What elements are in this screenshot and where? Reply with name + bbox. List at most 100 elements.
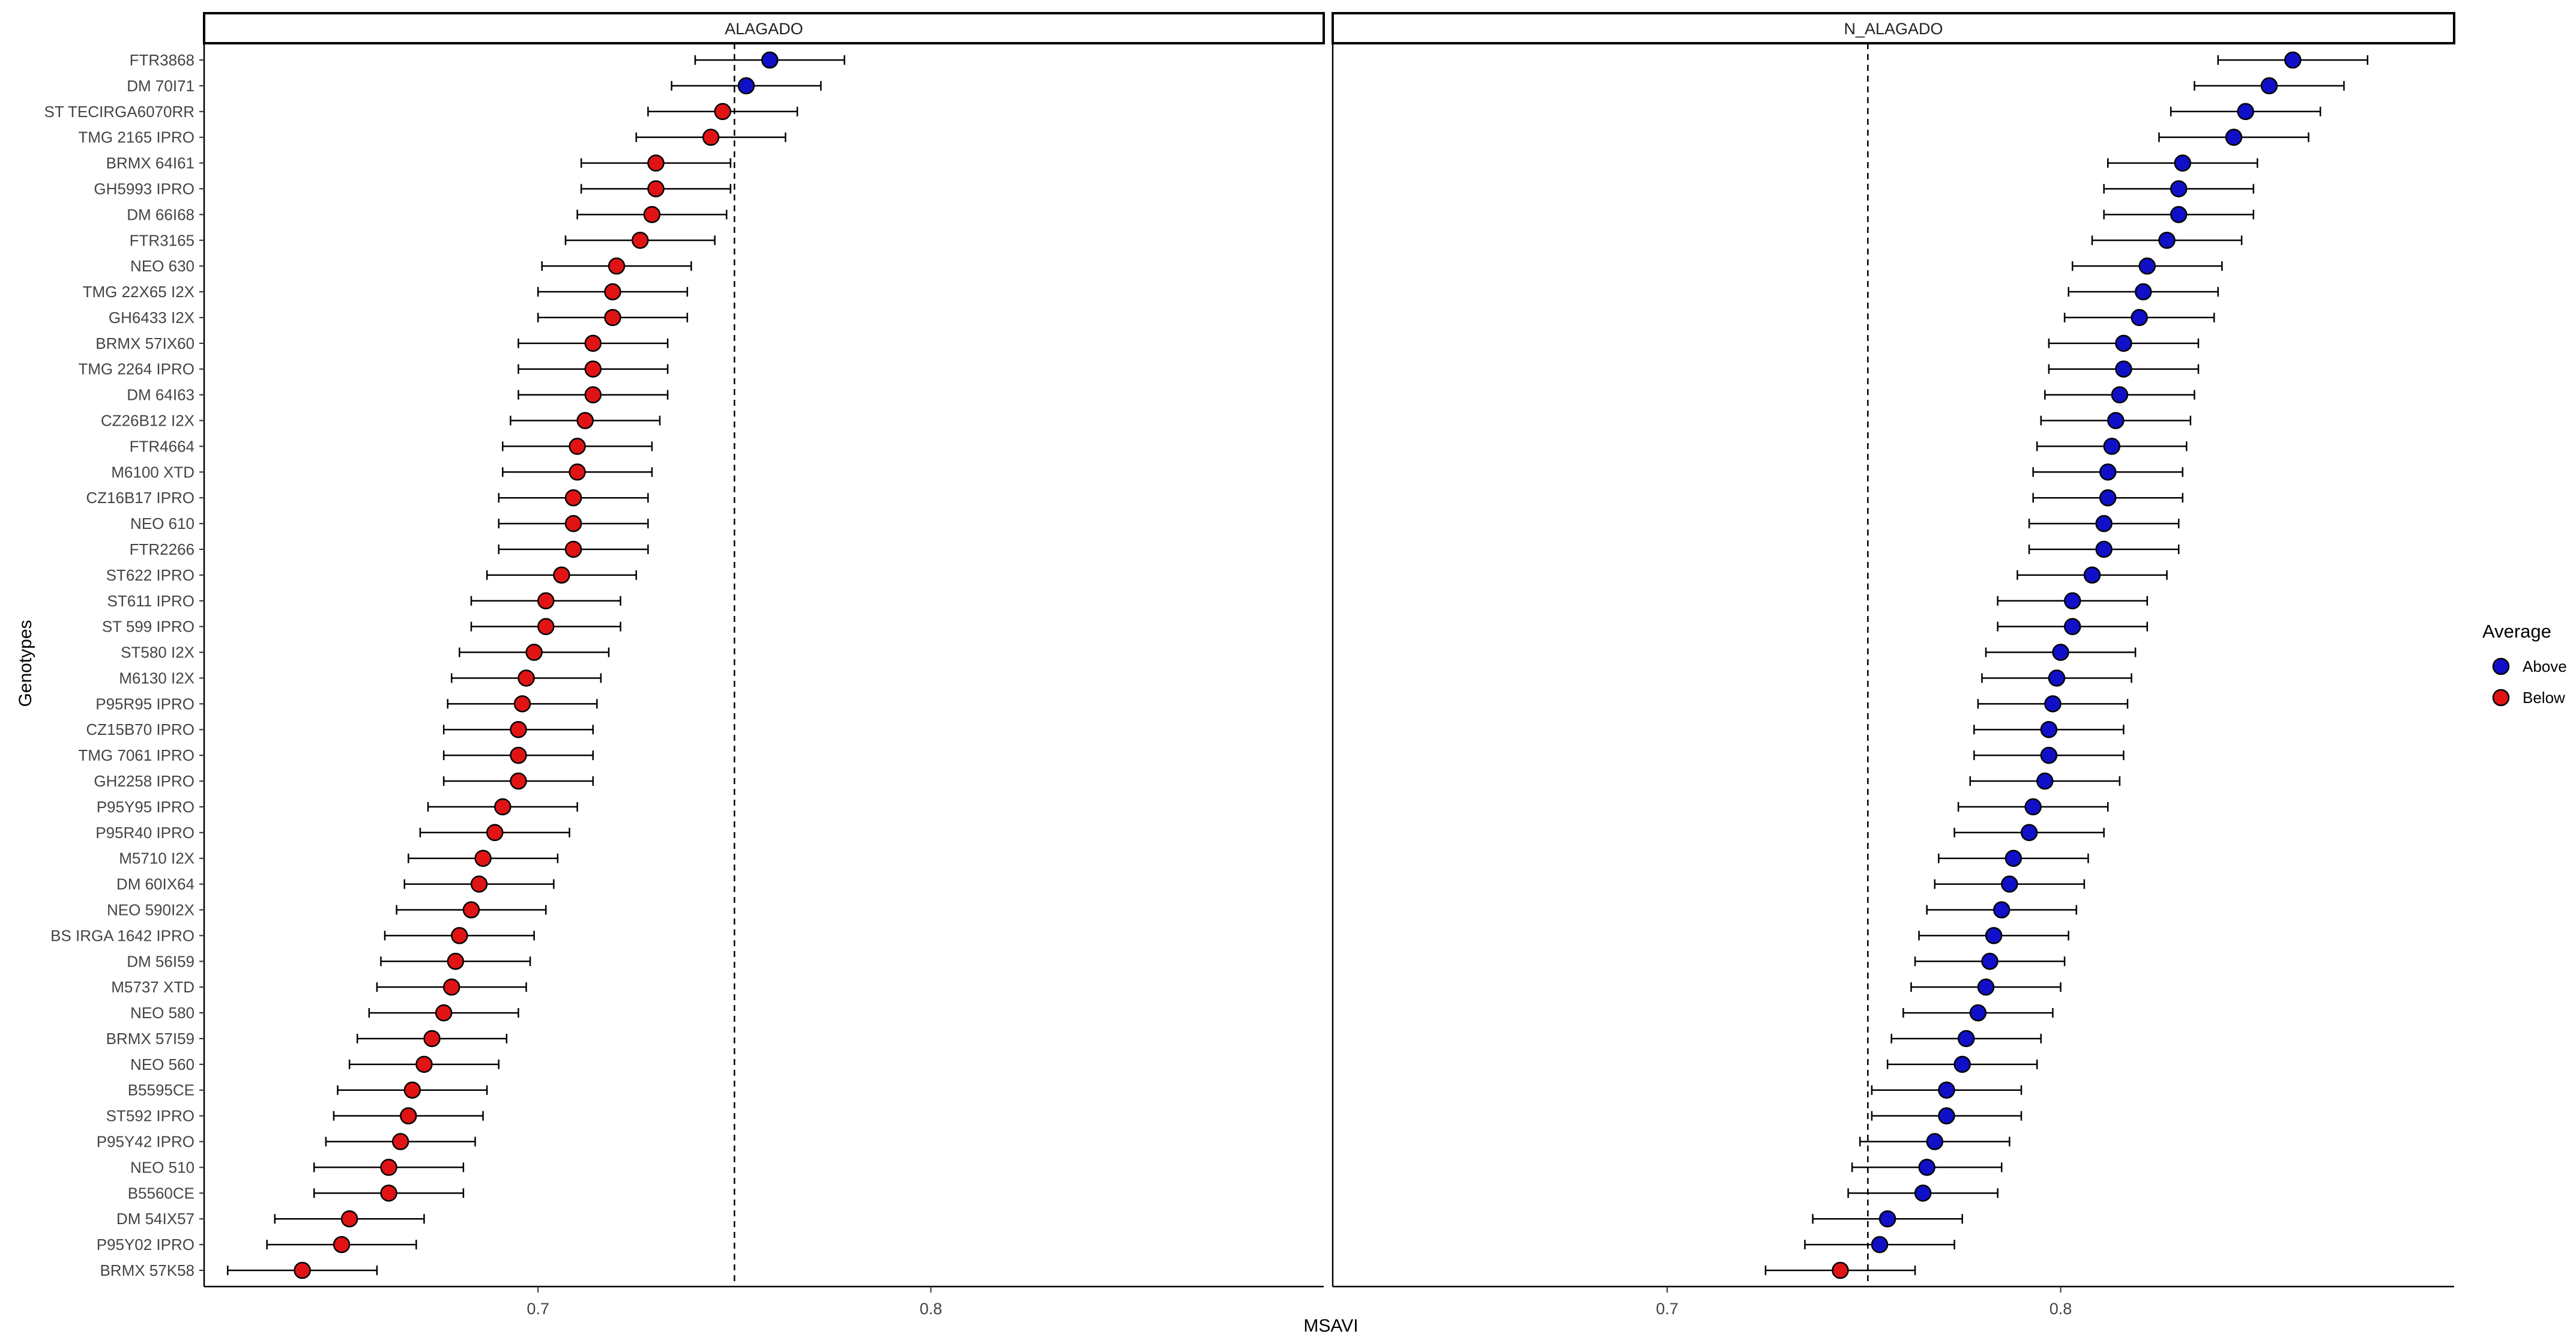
genotype-label: FTR3868 [130,51,195,69]
genotype-label: BRMX 64I61 [106,154,195,172]
data-point [2103,438,2121,455]
data-point [1938,1081,1955,1099]
data-point [632,232,649,249]
genotype-label: FTR2266 [130,540,195,558]
x-tick-label: 0.8 [2050,1300,2072,1318]
data-point [2095,540,2113,558]
data-point [391,1133,409,1150]
genotype-label: M5737 XTD [111,978,195,996]
data-point [2063,592,2081,610]
genotype-label: P95Y02 IPRO [97,1236,195,1254]
legend-label: Below [2523,689,2565,707]
genotype-label: NEO 610 [130,515,195,533]
genotype-label: ST622 IPRO [106,566,195,584]
genotype-label: CZ16B17 IPRO [86,489,195,507]
data-point [451,927,468,944]
data-point [403,1081,421,1099]
data-point [510,746,527,764]
data-point [2170,206,2188,223]
genotype-label: NEO 590I2X [107,901,195,919]
data-point [1918,1159,1935,1176]
data-point [2004,850,2022,867]
x-tick-label: 0.8 [920,1300,943,1318]
data-point [576,412,594,429]
legend-label: Above [2523,657,2567,675]
genotype-label: M6130 I2X [119,669,195,687]
data-point [537,592,555,610]
data-point [569,438,586,455]
data-point [517,669,535,687]
data-point [380,1185,397,1202]
genotype-label: BRMX 57K58 [100,1261,195,1279]
data-point [1977,978,1995,996]
genotype-label: NEO 630 [130,257,195,275]
data-point [333,1236,351,1254]
data-point [1969,1004,1987,1022]
data-point [643,206,661,223]
data-point [584,386,602,403]
data-point [584,360,602,378]
data-point [423,1030,441,1048]
data-point [1914,1185,1932,1202]
data-point [2044,695,2062,713]
data-point [2036,772,2054,790]
data-point [569,463,586,481]
data-point [2040,746,2058,764]
panel-strip-label: N_ALAGADO [1844,20,1943,38]
data-point [604,283,621,301]
data-point [1938,1107,1955,1124]
data-point [564,540,582,558]
data-point [510,720,527,738]
panel-strip-label: ALAGADO [725,20,803,38]
data-point [1953,1055,1971,1073]
genotype-label: FTR3165 [130,231,195,249]
data-point [1981,953,1998,970]
panel-strip [203,12,1325,44]
genotype-label: GH5993 IPRO [94,180,195,198]
genotype-label: NEO 510 [130,1158,195,1176]
data-point [737,77,755,95]
genotype-label: P95R95 IPRO [95,695,195,713]
data-point [380,1159,397,1176]
data-point [474,850,492,867]
data-point [537,618,555,635]
genotype-label: ST TECIRGA6070RR [44,103,195,121]
data-point [2225,128,2243,146]
genotype-label: BS IRGA 1642 IPRO [50,926,195,944]
genotype-label: BRMX 57IX60 [95,334,195,352]
genotype-label: TMG 2165 IPRO [78,128,195,146]
data-point [714,103,732,121]
genotype-label: ST580 I2X [121,644,195,662]
genotype-label: TMG 22X65 I2X [83,283,195,301]
genotype-label: P95R40 IPRO [95,824,195,842]
panel-strip [1332,12,2455,44]
genotype-label: ST611 IPRO [107,592,195,610]
data-point [2174,154,2191,172]
genotype-label: GH6433 I2X [109,309,195,327]
genotype-label: B5560CE [128,1184,195,1202]
genotype-label: DM 64I63 [127,386,195,404]
x-axis-title: MSAVI [1303,1316,1358,1336]
data-point [1878,1210,1896,1228]
data-point [400,1107,417,1124]
genotype-label: CZ26B12 I2X [101,412,195,430]
data-point [564,515,582,533]
data-point [443,978,460,996]
data-point [2158,232,2176,249]
genotype-label: DM 54IX57 [116,1210,195,1228]
genotype-label: DM 60IX64 [116,875,195,893]
data-point [447,953,465,970]
genotype-label: P95Y42 IPRO [97,1133,195,1151]
data-point [564,489,582,507]
data-point [2237,103,2254,121]
legend-swatch [2492,657,2510,675]
data-point [462,901,480,919]
data-point [2024,798,2042,816]
genotype-label: DM 66I68 [127,205,195,223]
data-point [2063,618,2081,635]
x-tick-label: 0.7 [1656,1300,1679,1318]
data-point [584,334,602,352]
data-point [647,154,665,172]
data-point [702,128,720,146]
